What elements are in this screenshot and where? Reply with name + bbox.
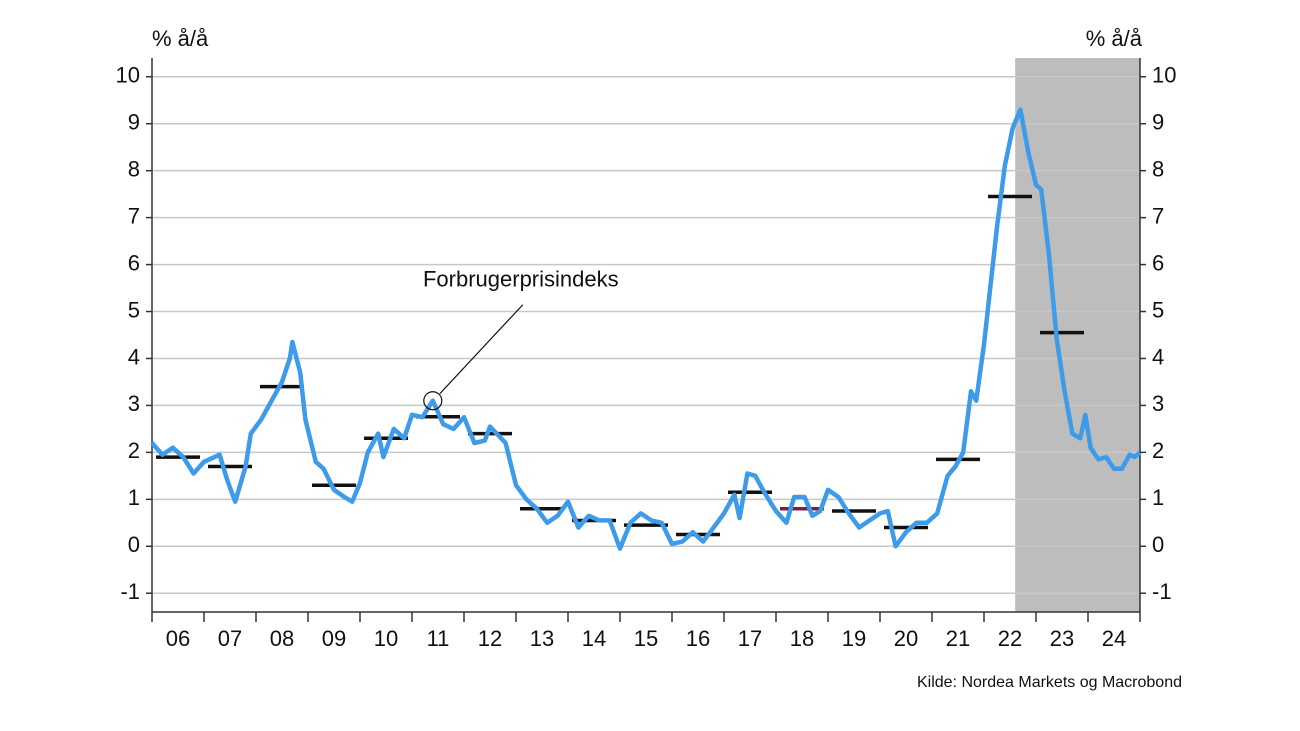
- y2-tick-label: 6: [1152, 250, 1164, 275]
- y-tick-label: 7: [128, 203, 140, 228]
- y-tick-label: 6: [128, 250, 140, 275]
- y2-tick-label: 7: [1152, 203, 1164, 228]
- x-tick-label: 11: [427, 626, 450, 651]
- x-tick-label: 13: [530, 626, 554, 651]
- y-axis-label: % å/å: [152, 26, 209, 51]
- y2-tick-label: -1: [1152, 579, 1172, 604]
- y2-tick-label: 1: [1152, 485, 1164, 510]
- annotation-text: Forbrugerprisindeks: [423, 267, 619, 292]
- x-tick-label: 16: [686, 626, 710, 651]
- x-tick-label: 21: [946, 626, 970, 651]
- cpi-line: [150, 107, 1142, 551]
- x-tick-label: 14: [582, 626, 606, 651]
- x-tick-label: 12: [478, 626, 502, 651]
- y-tick-label: 10: [116, 63, 140, 88]
- y2-tick-label: 9: [1152, 110, 1164, 135]
- y-tick-label: 0: [128, 532, 140, 557]
- y2-tick-label: 4: [1152, 344, 1164, 369]
- x-tick-label: 17: [738, 626, 762, 651]
- x-tick-label: 07: [218, 626, 242, 651]
- forecast-shade: [1015, 58, 1140, 612]
- x-tick-label: 09: [322, 626, 346, 651]
- y2-tick-label: 10: [1152, 63, 1176, 88]
- x-tick-label: 19: [842, 626, 866, 651]
- y2-tick-label: 5: [1152, 297, 1164, 322]
- x-tick-label: 08: [270, 626, 294, 651]
- y2-tick-label: 8: [1152, 156, 1164, 181]
- x-tick-label: 10: [374, 626, 398, 651]
- x-tick-label: 06: [166, 626, 190, 651]
- x-tick-label: 20: [894, 626, 918, 651]
- y-tick-label: 9: [128, 110, 140, 135]
- y-tick-label: 5: [128, 297, 140, 322]
- x-tick-label: 18: [790, 626, 814, 651]
- x-tick-label: 24: [1102, 626, 1126, 651]
- y-tick-label: 1: [128, 485, 140, 510]
- y2-axis-label: % å/å: [1086, 26, 1143, 51]
- y-tick-label: -1: [120, 579, 140, 604]
- annotation-leader: [439, 304, 524, 395]
- y-tick-label: 3: [128, 391, 140, 416]
- x-tick-label: 23: [1050, 626, 1074, 651]
- source: Kilde: Nordea Markets og Macrobond: [917, 674, 1182, 691]
- x-tick-label: 15: [634, 626, 658, 651]
- y-tick-label: 2: [128, 438, 140, 463]
- y2-tick-label: 2: [1152, 438, 1164, 463]
- y2-tick-label: 0: [1152, 532, 1164, 557]
- y2-tick-label: 3: [1152, 391, 1164, 416]
- annotation-marker: [423, 391, 443, 411]
- y-tick-label: 8: [128, 156, 140, 181]
- x-tick-label: 22: [998, 626, 1022, 651]
- y-tick-label: 4: [128, 344, 140, 369]
